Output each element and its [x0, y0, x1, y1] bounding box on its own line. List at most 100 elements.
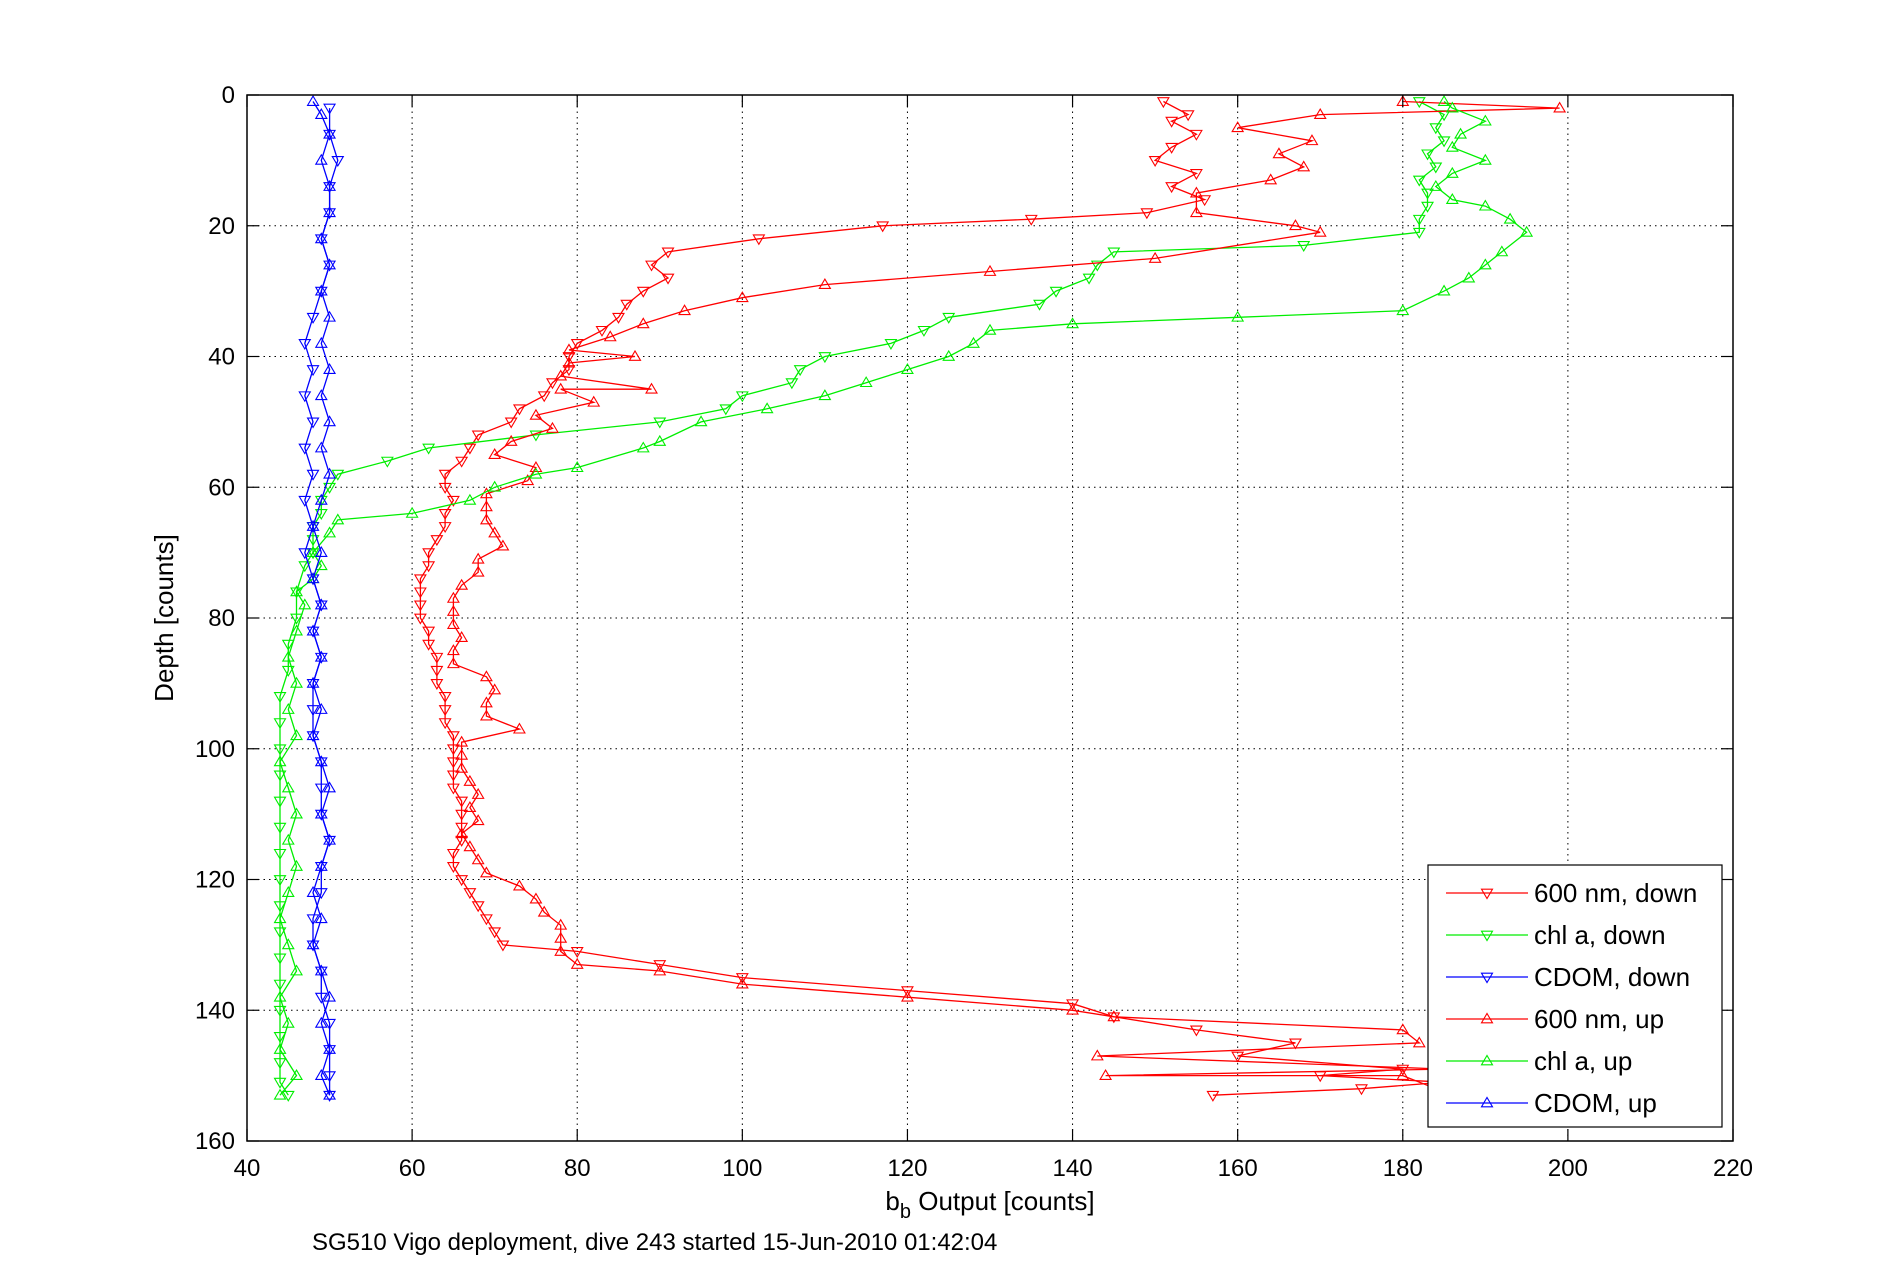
data-point — [735, 973, 749, 985]
data-point — [488, 927, 502, 939]
data-point — [314, 912, 328, 924]
data-point — [1148, 251, 1162, 263]
data-point — [306, 365, 320, 377]
y-tick-label: 160 — [195, 1128, 235, 1155]
data-point — [612, 312, 625, 324]
data-point — [438, 705, 452, 717]
data-point — [323, 103, 337, 115]
y-tick-label: 40 — [208, 344, 235, 371]
data-point — [570, 461, 584, 473]
data-point — [1520, 225, 1534, 237]
data-point — [620, 299, 634, 311]
data-point — [471, 901, 485, 913]
data-point — [273, 848, 287, 860]
data-point — [471, 787, 485, 799]
legend-box — [1427, 864, 1723, 1128]
data-point — [314, 862, 328, 874]
data-point — [438, 522, 452, 534]
data-point — [1445, 140, 1459, 152]
data-point — [1478, 153, 1492, 165]
data-point — [1024, 214, 1038, 226]
data-point — [1478, 199, 1492, 211]
series-line — [452, 100, 1560, 1090]
data-point — [512, 879, 526, 891]
data-point — [314, 992, 328, 1004]
data-point — [1297, 240, 1311, 252]
data-point — [694, 415, 708, 427]
data-point — [735, 977, 749, 989]
data-point — [323, 129, 337, 141]
data-point — [273, 1058, 287, 1070]
data-point — [479, 670, 493, 682]
data-point — [298, 598, 312, 610]
x-tick-label: 80 — [564, 1155, 591, 1182]
data-point — [323, 1018, 337, 1030]
data-point — [942, 349, 956, 361]
series-1 — [273, 97, 1451, 1102]
data-point — [570, 339, 584, 351]
data-point — [314, 755, 328, 767]
data-point — [1313, 225, 1327, 237]
data-point — [446, 757, 460, 769]
data-point — [900, 990, 914, 1002]
data-point — [455, 748, 469, 760]
data-point — [463, 840, 477, 852]
legend-entry: 600 nm, up — [1446, 1004, 1664, 1034]
data-point — [306, 938, 320, 950]
data-point — [1355, 1084, 1368, 1096]
data-point — [1437, 94, 1451, 106]
legend-label: 600 nm, up — [1534, 1004, 1664, 1034]
data-point — [1165, 142, 1179, 154]
data-point — [818, 352, 832, 364]
series-layer — [273, 94, 1567, 1102]
data-point — [290, 807, 303, 819]
x-tick-label: 160 — [1218, 1155, 1258, 1182]
data-point — [1445, 166, 1459, 178]
data-point — [314, 108, 328, 120]
data-point — [331, 469, 345, 481]
data-point — [562, 343, 576, 355]
data-point — [281, 833, 295, 845]
data-point — [760, 402, 774, 414]
data-point — [323, 415, 337, 427]
data-point — [1099, 1069, 1113, 1081]
legend-label: chl a, down — [1534, 920, 1666, 950]
data-point — [314, 1016, 328, 1028]
data-point — [323, 1090, 337, 1102]
data-point — [273, 927, 287, 939]
x-tick-label: 100 — [722, 1155, 762, 1182]
data-point — [1429, 123, 1443, 135]
data-point — [1396, 304, 1410, 316]
data-point — [1288, 219, 1302, 231]
data-point — [331, 513, 345, 525]
data-point — [537, 391, 551, 403]
data-point — [455, 761, 469, 773]
data-point — [430, 665, 444, 677]
data-point — [306, 312, 320, 324]
data-point — [529, 408, 543, 420]
data-point — [570, 957, 584, 969]
data-point — [529, 467, 543, 479]
data-point — [1156, 97, 1170, 109]
data-point — [323, 127, 337, 139]
data-point — [455, 631, 469, 643]
data-point — [422, 548, 436, 560]
data-point — [290, 676, 303, 688]
data-point — [1396, 1069, 1410, 1081]
data-point — [1445, 101, 1459, 113]
data-point — [884, 339, 898, 351]
data-point — [1421, 188, 1435, 200]
data-point — [529, 461, 543, 473]
legend-marker — [1480, 930, 1494, 942]
data-point — [298, 548, 312, 560]
data-point — [290, 1069, 303, 1081]
data-point — [917, 325, 931, 337]
data-point — [314, 888, 328, 900]
data-point — [314, 286, 328, 298]
data-point — [314, 859, 328, 871]
data-point — [290, 729, 303, 741]
data-point — [479, 866, 493, 878]
data-point — [438, 718, 452, 730]
legend-marker — [1480, 972, 1494, 984]
data-point — [323, 206, 337, 218]
